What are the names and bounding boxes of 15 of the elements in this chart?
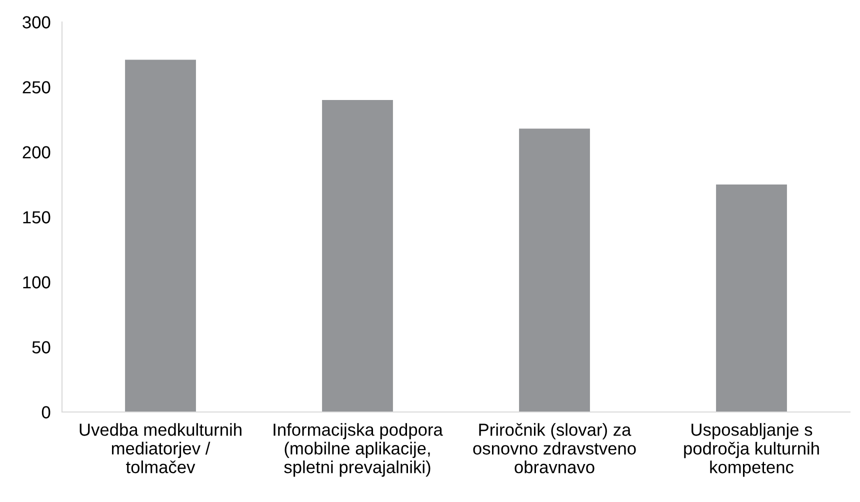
x-tick-label: Priročnik (slovar) za osnovno zdravstveno obravnavo — [473, 423, 636, 474]
y-tick-label: 250 — [22, 81, 50, 94]
y-tick-label: 50 — [32, 341, 50, 354]
bar — [716, 184, 787, 412]
y-tick-label: 200 — [22, 146, 50, 158]
x-tick-label: Uvedba medkulturnih mediatorjev / tolmačev — [80, 423, 242, 474]
y-tick-label: 150 — [23, 211, 50, 224]
y-tick-label: 100 — [23, 276, 50, 288]
y-tick-label: 0 — [42, 406, 50, 418]
bar — [125, 60, 196, 412]
bar — [322, 100, 393, 412]
bar — [519, 128, 590, 412]
x-tick-label: Informacijska podpora (mobilne aplikacije, spletni prevajalniki) — [274, 423, 443, 477]
y-tick-label: 300 — [22, 16, 50, 28]
x-tick-label: Usposabljanje s področja kulturnih kompetenc — [684, 423, 819, 477]
